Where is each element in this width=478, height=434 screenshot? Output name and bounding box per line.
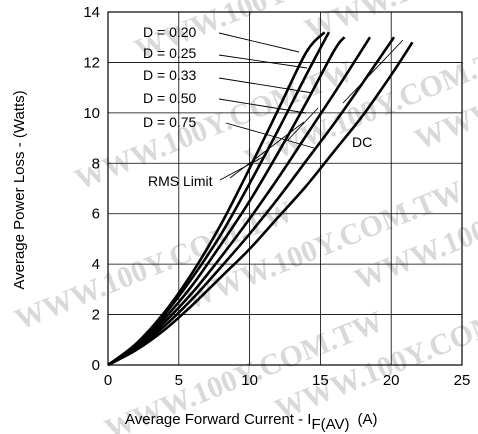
leader-line: [218, 32, 300, 53]
x-tick-label: 5: [175, 372, 183, 389]
watermark-text: WWW.100Y.COM.TW: [300, 0, 478, 46]
plot-frame: [107, 11, 463, 366]
x-tick-label: 0: [104, 372, 112, 389]
leader-line: [229, 121, 305, 179]
x-axis-title-main: Average Forward Current - I: [125, 411, 311, 428]
x-tick-label: 15: [312, 372, 329, 389]
x-axis-title-unit: (A): [358, 411, 378, 428]
leader-line: [287, 107, 319, 141]
grid: [108, 12, 462, 365]
x-tick-label: 20: [383, 372, 400, 389]
x-tick-label: 25: [454, 372, 471, 389]
leader-lines: [218, 32, 404, 181]
leader-line: [225, 122, 315, 149]
y-tick-label: 8: [92, 155, 100, 172]
watermark-layer: WWW.100Y.COM.TWWWW.100Y.COM.TWWWW.100Y.C…: [10, 0, 478, 434]
curve-label-d-0-75: D = 0.75: [143, 114, 197, 130]
leader-line: [218, 77, 314, 94]
rms-limit-label: RMS Limit: [148, 173, 213, 189]
leader-line: [342, 39, 404, 104]
y-tick-labels: 0 2 4 6 8 10 12 14: [83, 4, 100, 374]
y-tick-label: 14: [83, 4, 100, 21]
curve-label-dc: DC: [352, 134, 372, 150]
annotation-labels: D = 0.20 D = 0.25 D = 0.33 D = 0.50 D = 0.75…: [143, 24, 372, 189]
y-tick-label: 6: [92, 206, 100, 223]
leader-line: [219, 156, 264, 181]
curve-label-d-0-50: D = 0.50: [143, 90, 197, 106]
leader-line: [218, 98, 307, 114]
x-axis-title-subscript: F(AV): [311, 416, 349, 433]
y-tick-label: 0: [92, 357, 100, 374]
curve-label-d-0-25: D = 0.25: [143, 45, 197, 61]
curve-label-d-0-33: D = 0.33: [143, 67, 197, 83]
series-line-d-0-20: [107, 31, 326, 367]
y-tick-label: 4: [92, 256, 100, 273]
y-tick-label: 2: [92, 307, 100, 324]
series-line-d-0-33: [107, 36, 346, 367]
leader-line: [218, 54, 308, 69]
y-tick-label: 10: [83, 105, 100, 122]
y-axis-title: Average Power Loss - (Watts): [11, 90, 28, 289]
x-tick-labels: 0 5 10 15 20 25: [104, 372, 471, 389]
x-tick-label: 10: [241, 372, 258, 389]
x-axis-title: Average Forward Current - IF(AV) (A): [125, 411, 378, 433]
series-line-d-0-75: [107, 36, 396, 367]
curve-label-d-0-20: D = 0.20: [143, 24, 197, 40]
series-line-d-0-50: [107, 36, 372, 367]
y-tick-label: 12: [83, 54, 100, 71]
series-line-dc: [107, 41, 414, 367]
